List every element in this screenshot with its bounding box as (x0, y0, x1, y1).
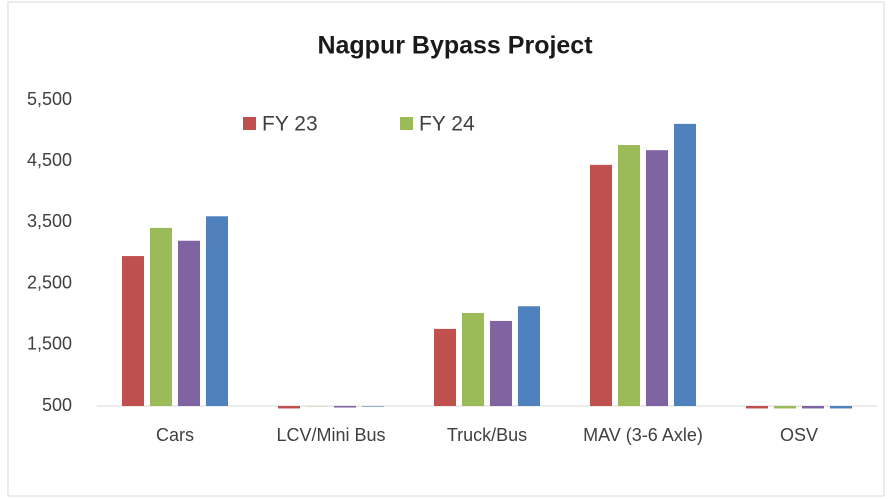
x-tick-label: Truck/Bus (446, 425, 528, 445)
bar (518, 306, 540, 406)
bar (122, 256, 144, 406)
bar (774, 406, 796, 409)
chart-title: Nagpur Bypass Project (317, 32, 593, 60)
x-tick-label: OSV (779, 425, 818, 445)
bar (590, 164, 612, 406)
bar (746, 406, 768, 409)
bar (646, 150, 668, 406)
bar (618, 144, 640, 406)
y-tick-label: 5,500 (27, 89, 72, 109)
bar (150, 227, 172, 406)
x-tick-label: LCV/Mini Bus (276, 425, 386, 445)
bar (674, 123, 696, 407)
bar (362, 406, 384, 407)
y-tick-label: 500 (42, 395, 72, 415)
bar (334, 406, 356, 408)
legend-label: FY 24 (419, 113, 475, 136)
y-tick-label: 2,500 (27, 272, 72, 292)
legend-swatch (243, 117, 256, 130)
bar (802, 406, 824, 409)
bar (434, 328, 456, 406)
y-tick-label: 3,500 (27, 211, 72, 231)
legend-swatch (400, 117, 413, 130)
y-tick-label: 4,500 (27, 150, 72, 170)
x-tick-label: Cars (155, 425, 194, 445)
chart-frame (7, 1, 885, 497)
bar (278, 406, 300, 409)
bar (206, 216, 228, 406)
x-tick-label: MAV (3-6 Axle) (583, 425, 703, 445)
bar (490, 320, 512, 406)
bar (462, 312, 484, 406)
bar (178, 240, 200, 406)
legend-label: FY 23 (262, 113, 318, 136)
bar (830, 406, 852, 409)
y-tick-label: 1,500 (27, 334, 72, 354)
